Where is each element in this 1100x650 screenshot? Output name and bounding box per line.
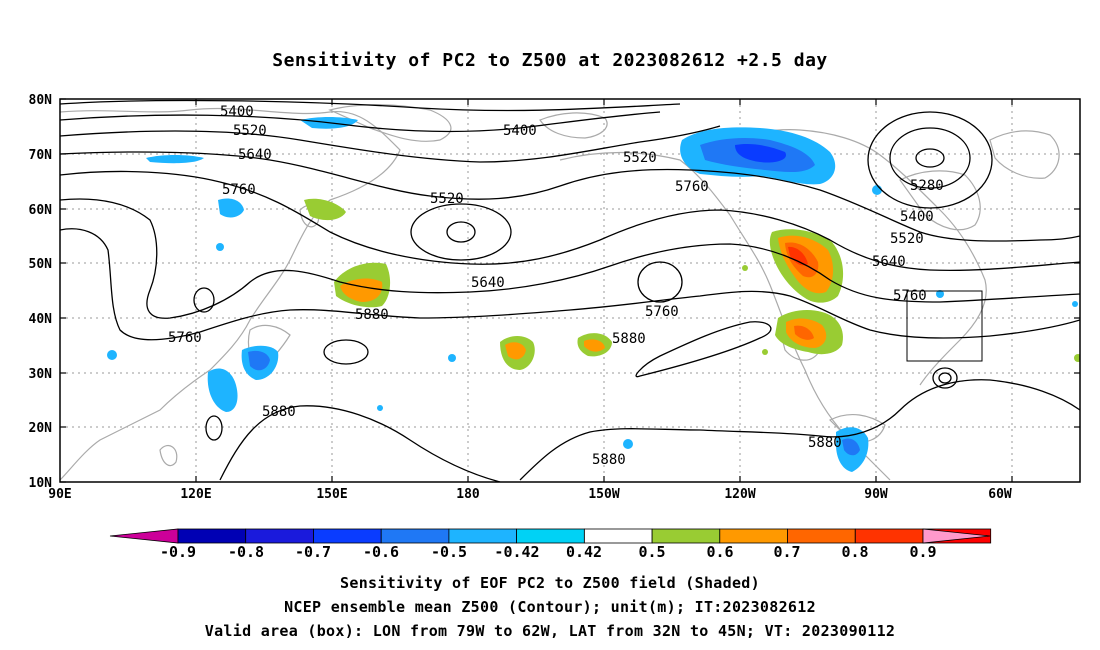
contour-label: 5520 [890,231,924,247]
contour-label: 5400 [220,104,254,120]
lon-tick-label: 120W [724,487,755,502]
contour-label: 5520 [233,123,267,139]
contour-label: 5760 [222,182,256,198]
lat-tick-label: 40N [29,312,53,327]
lat-tick-label: 70N [29,148,53,163]
colorbar-label: -0.6 [363,543,399,561]
colorbar-label: 0.9 [909,543,936,561]
colorbar-segment [109,528,179,544]
colorbar [109,528,992,544]
colorbar-segment [245,528,314,544]
lat-tick-label: 60N [29,203,53,218]
colorbar-segment [380,528,450,544]
contour-label: 5520 [623,150,657,166]
colorbar-label: 0.42 [566,543,602,561]
colorbar-label: 0.6 [706,543,733,561]
contour-label: 5400 [503,123,537,139]
lon-tick-label: 90E [48,487,71,502]
lat-tick-label: 20N [29,421,53,436]
colorbar-segment [922,528,991,544]
axis-ticks [60,98,1080,483]
contour-label-group: 5400 5520 5640 5760 5400 5520 5520 5760 … [168,104,944,468]
colorbar-label: 0.8 [841,543,868,561]
lon-tick-label: 90W [864,487,888,502]
z500-contours [60,99,1080,482]
colorbar-label: -0.5 [431,543,467,561]
contour-label: 5760 [893,288,927,304]
contour-label: 5640 [238,147,272,163]
contour-label: 5880 [592,452,626,468]
lat-tick-label: 80N [29,93,53,108]
contour-label: 5880 [612,331,646,347]
contour-label: 5880 [262,404,296,420]
valid-area-box [906,290,983,362]
longitude-axis: 90E 120E 150E 180 150W 120W 90W 60W [48,487,1012,502]
lon-tick-label: 150W [588,487,619,502]
colorbar-segment [448,528,517,544]
lon-tick-label: 60W [988,487,1012,502]
caption-shading: Sensitivity of EOF PC2 to Z500 field (Sh… [340,574,760,592]
contour-label: 5760 [675,179,709,195]
lon-tick-label: 120E [180,487,211,502]
latitude-axis: 80N 70N 60N 50N 40N 30N 20N 10N [29,93,53,491]
contour-label: 5880 [355,307,389,323]
colorbar-segment [787,528,856,544]
lat-tick-label: 50N [29,257,53,272]
contour-label: 5760 [168,330,202,346]
contour-label: 5880 [808,435,842,451]
contour-label: 5760 [645,304,679,320]
colorbar-segment [516,528,585,544]
colorbar-label: 0.5 [638,543,665,561]
map-frame [59,98,1081,483]
colorbar-label: -0.42 [494,543,539,561]
colorbar-segment [854,528,924,544]
lat-tick-label: 10N [29,476,53,491]
colorbar-segment [719,528,788,544]
lon-tick-label: 150E [316,487,347,502]
colorbar-label: -0.8 [228,543,264,561]
colorbar-label: -0.9 [160,543,196,561]
lon-tick-label: 180 [456,487,480,502]
colorbar-segment [313,528,382,544]
contour-label: 5280 [910,178,944,194]
colorbar-segment [177,528,247,544]
colorbar-label: 0.7 [773,543,800,561]
contour-label: 5520 [430,191,464,207]
caption-valid-area: Valid area (box): LON from 79W to 62W, L… [204,622,896,640]
colorbar-segment [651,528,721,544]
colorbar-labels: -0.9 -0.8 -0.7 -0.6 -0.5 -0.42 0.42 0.5 … [160,543,937,561]
caption-contour: NCEP ensemble mean Z500 (Contour); unit(… [284,598,816,616]
colorbar-label: -0.7 [295,543,331,561]
lat-tick-label: 30N [29,367,53,382]
colorbar-segment [584,528,653,544]
map-title: Sensitivity of PC2 to Z500 at 2023082612… [272,50,828,71]
contour-label: 5640 [471,275,505,291]
contour-label: 5400 [900,209,934,225]
contour-label: 5640 [872,254,906,270]
